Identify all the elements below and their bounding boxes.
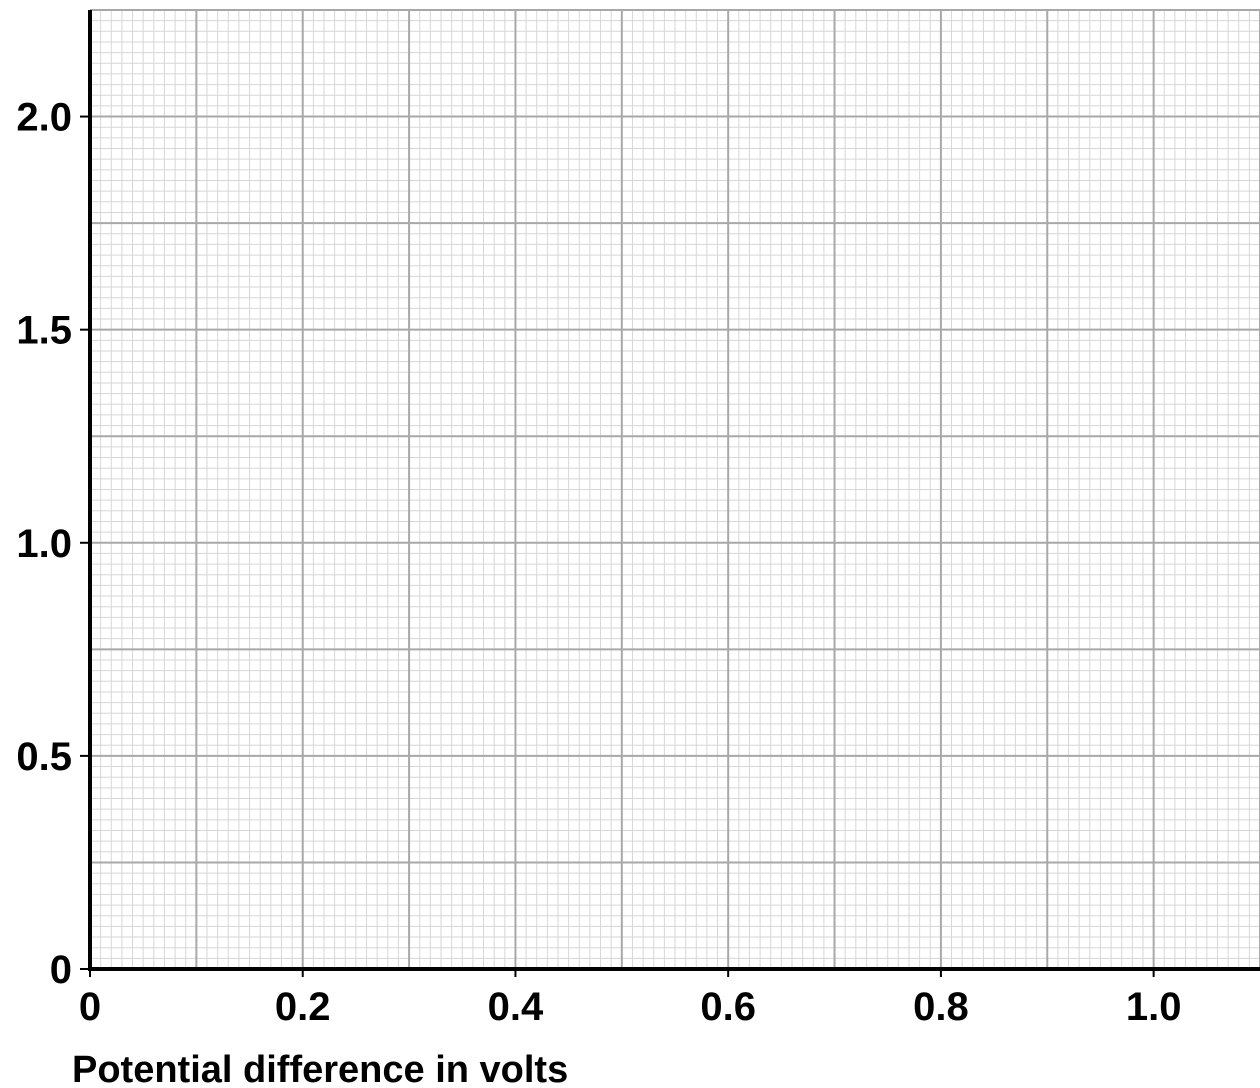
y-tick-label: 1.5	[16, 309, 72, 353]
tick-labels: 0 0.2 0.4 0.6 0.8 1.0 0 0.5 1.0 1.5 2.0	[16, 96, 1181, 1029]
y-tick-label: 1.0	[16, 522, 72, 566]
x-tick-label: 0.6	[700, 985, 756, 1029]
x-tick-label: 1.0	[1126, 985, 1182, 1029]
x-tick-label: 0.2	[275, 985, 331, 1029]
grid-minor	[89, 9, 1260, 970]
y-tick-label: 0.5	[16, 735, 72, 779]
axes	[88, 10, 1260, 971]
x-axis-title: Potential difference in volts	[72, 1049, 568, 1088]
y-tick-label: 0	[50, 948, 72, 992]
x-tick-label: 0.4	[488, 985, 544, 1029]
x-tick-label: 0.8	[913, 985, 969, 1029]
grid-major	[89, 9, 1260, 970]
x-tick-label: 0	[79, 985, 101, 1029]
ticks	[80, 115, 1155, 977]
y-tick-label: 2.0	[16, 96, 72, 140]
